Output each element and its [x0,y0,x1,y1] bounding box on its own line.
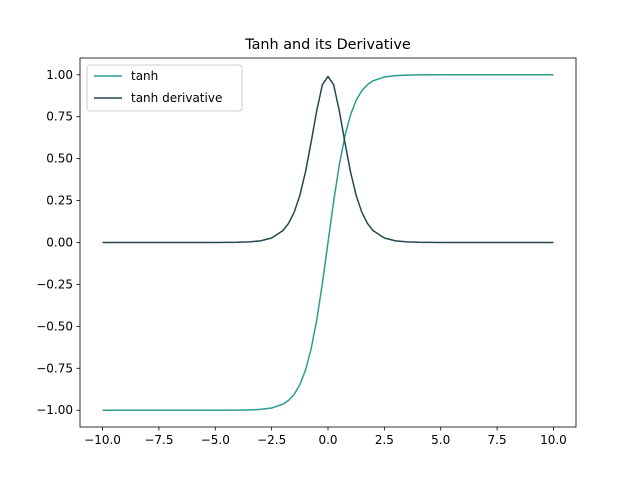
y-tick-label: 1.00 [46,68,73,82]
legend-box [86,64,243,112]
series-lines [102,74,554,411]
x-tick-label: 0.0 [318,433,337,447]
x-tick-label: −2.5 [257,433,286,447]
y-tick-label: −1.00 [36,403,73,417]
legend-label-tanh: tanh [131,69,158,83]
legend-label-tanh-derivative: tanh derivative [131,91,222,105]
x-tick-label: 2.5 [375,433,394,447]
legend: tanh tanh derivative [86,64,243,112]
plot-frame [79,57,577,428]
y-tick-label: −0.75 [36,361,73,375]
series-line-tanh [102,74,554,411]
chart-title: Tanh and its Derivative [244,37,411,53]
y-tick-label: 0.25 [46,194,73,208]
series-line-tanh-derivative [102,75,554,244]
y-tick-label: 0.00 [46,236,73,250]
y-axis-ticks: 1.00 0.75 0.50 0.25 0.00 −0.25 −0.50 −0.75 −1.00 [36,68,80,417]
x-tick-label: −5.0 [201,433,230,447]
x-tick-label: −7.5 [144,433,173,447]
x-axis-ticks: −10.0 −7.5 −5.0 −2.5 0.0 2.5 5.0 7.5 10.0 [84,427,567,447]
x-tick-label: 5.0 [431,433,450,447]
y-tick-label: 0.75 [46,110,73,124]
y-tick-label: −0.25 [36,277,73,291]
y-tick-label: −0.50 [36,319,73,333]
x-tick-label: 7.5 [488,433,507,447]
y-tick-label: 0.50 [46,152,73,166]
x-tick-label: 10.0 [540,433,567,447]
x-tick-label: −10.0 [84,433,121,447]
